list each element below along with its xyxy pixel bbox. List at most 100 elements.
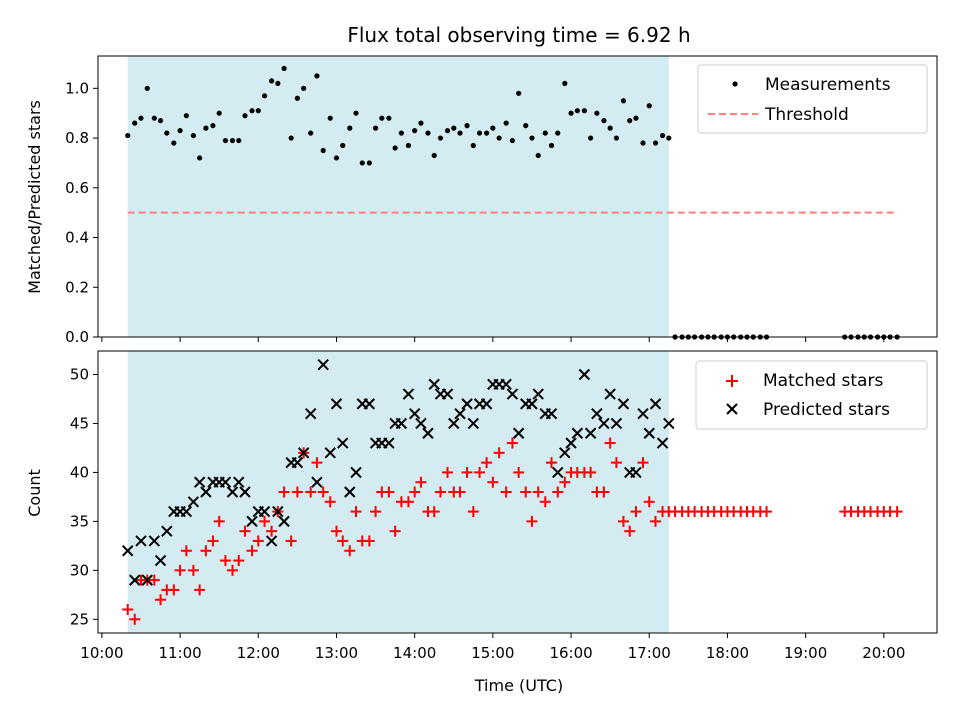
measurement-point	[379, 115, 385, 121]
predicted-star-point	[122, 545, 134, 557]
measurement-point	[203, 125, 209, 131]
legend-threshold-label: Threshold	[764, 105, 849, 125]
matched-star-point	[487, 476, 499, 488]
predicted-star-point	[200, 486, 212, 498]
predicted-star-point	[643, 427, 655, 439]
measurement-point	[496, 135, 502, 141]
measurement-point	[281, 65, 287, 72]
predicted-star-point	[578, 368, 591, 381]
y-tick-label: 0.2	[65, 278, 89, 296]
x-tick-label: 16:00	[549, 644, 592, 662]
matched-star-point	[402, 496, 414, 508]
matched-star-point	[180, 545, 192, 557]
y-tick-label: 45	[70, 414, 89, 432]
measurement-point	[294, 95, 300, 101]
predicted-star-point	[428, 378, 440, 390]
measurement-point	[659, 132, 666, 139]
predicted-star-point	[571, 427, 584, 439]
measurement-point	[164, 130, 170, 136]
matched-star-point	[891, 506, 903, 518]
matched-star-point	[520, 486, 532, 498]
legend-predicted-label: Predicted stars	[763, 400, 890, 420]
measurement-point	[666, 135, 672, 141]
predicted-star-point	[415, 417, 427, 430]
ratio-legend-frame	[697, 64, 928, 134]
matched-star-point	[526, 515, 538, 527]
matched-star-point	[650, 515, 662, 527]
measurement-point	[620, 98, 627, 104]
predicted-star-point	[344, 486, 356, 498]
predicted-star-point	[500, 378, 512, 390]
measurement-point	[359, 160, 365, 166]
legend-measurements-marker	[732, 81, 738, 87]
predicted-star-point	[383, 437, 395, 449]
measurement-point	[431, 152, 437, 159]
predicted-star-point	[663, 417, 675, 430]
x-tick-label: 14:00	[393, 644, 436, 662]
matched-stars-points	[122, 437, 903, 625]
predicted-star-point	[649, 398, 662, 410]
measurement-point	[151, 115, 157, 121]
matched-star-point	[546, 457, 558, 469]
matched-star-point	[604, 437, 616, 449]
measurement-point	[320, 147, 326, 154]
matched-star-point	[233, 555, 245, 567]
count-y-ticks: 25 30 35 40 45 50	[70, 366, 98, 628]
matched-star-point	[559, 476, 571, 488]
measurement-point	[236, 137, 242, 144]
count-y-axis-label: Count	[25, 469, 44, 517]
measurement-point	[242, 113, 248, 119]
predicted-star-point	[297, 447, 310, 459]
measurement-point	[562, 80, 568, 86]
matched-star-point	[500, 486, 512, 498]
predicted-star-point	[461, 398, 473, 410]
legend-predicted-marker	[726, 403, 738, 415]
predicted-star-point	[324, 447, 336, 459]
matched-star-point	[129, 613, 141, 625]
matched-star-point	[493, 447, 505, 459]
y-tick-label: 25	[70, 610, 89, 628]
matched-star-point	[148, 574, 160, 586]
count-legend: Matched stars Predicted stars	[695, 360, 928, 430]
ratio-plot-frame	[97, 55, 938, 338]
measurement-point	[503, 120, 509, 126]
matched-star-point	[434, 486, 446, 498]
predicted-star-point	[630, 466, 642, 479]
x-tick-label: 12:00	[237, 644, 280, 662]
measurement-point	[601, 118, 607, 124]
measurement-point	[301, 85, 307, 91]
predicted-star-point	[363, 398, 376, 410]
matched-star-point	[513, 466, 525, 478]
predicted-star-point	[193, 476, 206, 488]
predicted-star-point	[402, 388, 415, 400]
predicted-star-point	[565, 437, 577, 449]
predicted-star-point	[448, 417, 460, 430]
measurement-point	[132, 120, 138, 126]
measurement-point	[288, 135, 294, 141]
predicted-star-point	[135, 535, 147, 547]
predicted-star-point	[129, 574, 141, 586]
matched-star-point	[252, 535, 264, 547]
count-plot-frame	[97, 350, 938, 634]
measurement-point	[646, 103, 652, 109]
measurement-point	[464, 123, 470, 129]
y-tick-label: 40	[70, 463, 89, 481]
y-tick-label: 0.4	[65, 229, 89, 247]
measurement-point	[177, 128, 183, 134]
measurement-point	[484, 130, 490, 136]
matched-star-point	[761, 506, 773, 518]
matched-star-point	[428, 506, 440, 518]
matched-star-point	[207, 535, 219, 547]
matched-star-point	[226, 564, 238, 576]
matched-star-point	[409, 486, 421, 498]
ratio-plot: 0.0 0.2 0.4 0.6 0.8 1.0 Matched/Predicted sta…	[25, 55, 938, 346]
matched-star-point	[637, 457, 649, 469]
matched-star-point	[539, 496, 551, 508]
predicted-star-point	[161, 525, 173, 537]
ratio-y-axis-label: Matched/Predicted stars	[25, 100, 44, 294]
matched-star-point	[305, 486, 317, 498]
matched-star-point	[213, 515, 225, 527]
measurement-point	[470, 142, 476, 149]
x-tick-label: 20:00	[862, 644, 905, 662]
